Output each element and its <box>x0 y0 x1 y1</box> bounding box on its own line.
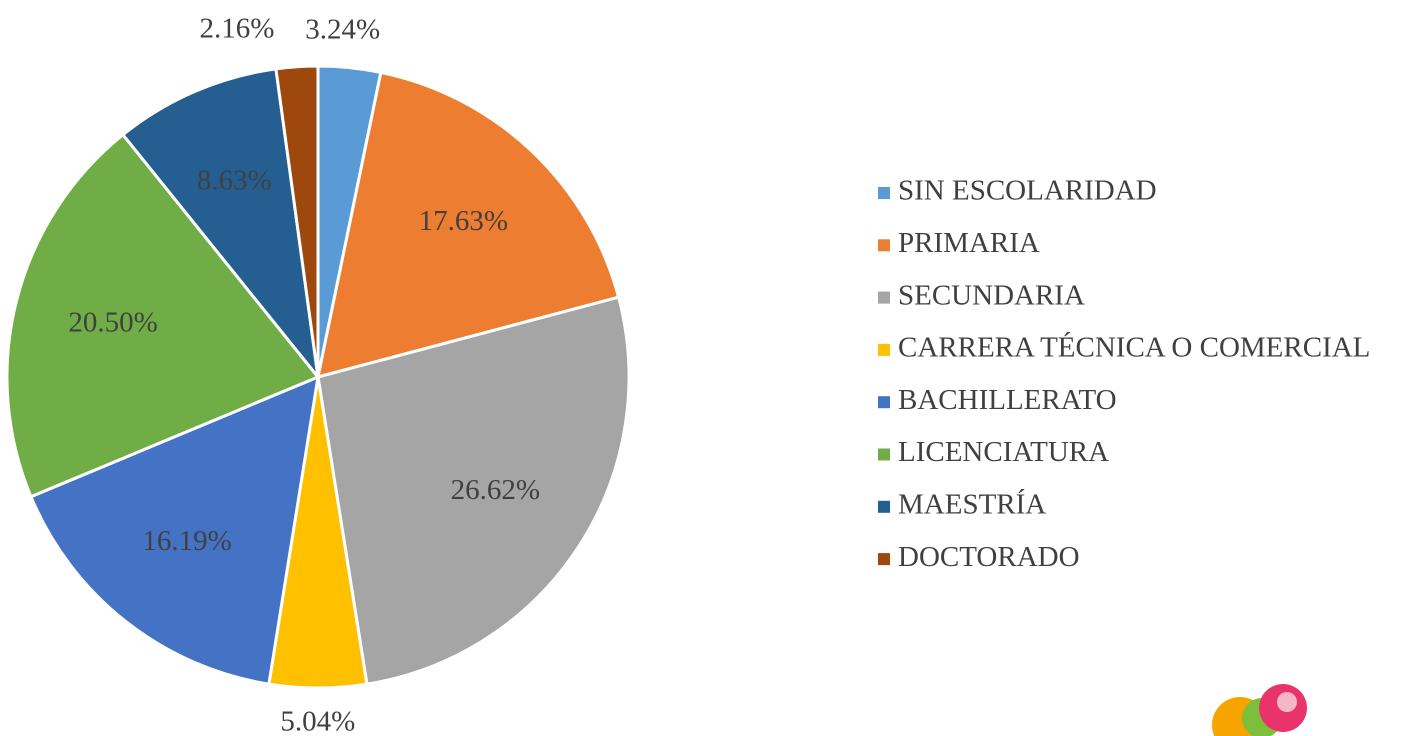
legend-swatch <box>878 239 890 251</box>
legend-label: BACHILLERATO <box>898 384 1117 416</box>
data-label: 16.19% <box>142 525 231 557</box>
legend-label: CARRERA TÉCNICA O COMERCIAL <box>898 331 1370 364</box>
data-label: 5.04% <box>280 706 355 736</box>
legend-label: MAESTRÍA <box>898 487 1046 520</box>
data-label: 8.63% <box>197 164 272 196</box>
data-label: 20.50% <box>68 307 157 339</box>
data-label: 17.63% <box>419 205 508 237</box>
legend-swatch <box>878 292 890 304</box>
legend-swatch <box>878 449 890 461</box>
legend-swatch <box>878 396 890 408</box>
chart: 3.24% 17.63% 26.62% 5.04% 16.19% 20.50% 8.63% 2… <box>0 0 1404 736</box>
legend-label: DOCTORADO <box>898 541 1080 573</box>
data-label: 2.16% <box>200 12 275 44</box>
legend-label: PRIMARIA <box>898 227 1040 259</box>
legend-label: SECUNDARIA <box>898 279 1085 311</box>
legend-swatch <box>878 553 890 565</box>
data-label: 3.24% <box>305 13 380 45</box>
legend-swatch <box>878 344 890 356</box>
legend-label: SIN ESCOLARIDAD <box>898 175 1157 207</box>
data-label: 26.62% <box>451 474 540 506</box>
decoration <box>1212 684 1307 736</box>
legend-label: LICENCIATURA <box>898 436 1109 468</box>
legend-swatch <box>878 187 890 199</box>
legend-swatch <box>878 501 890 513</box>
